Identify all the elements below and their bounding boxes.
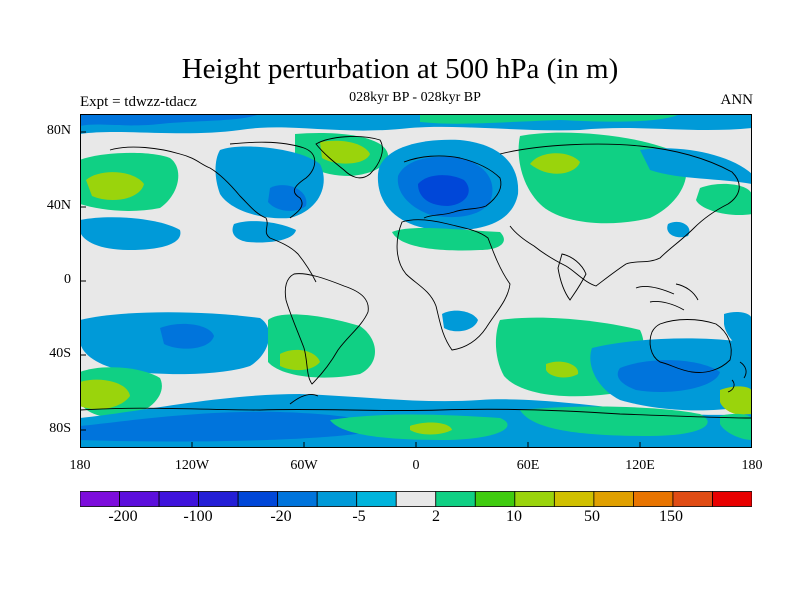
colorbar-swatch: [712, 491, 752, 507]
colorbar-swatch: [237, 491, 279, 507]
colorbar-swatch: [593, 491, 634, 507]
contour-field: [80, 114, 752, 448]
axis-ticks: [80, 131, 641, 448]
lon-label-60e: 60E: [516, 458, 540, 473]
lon-label-120e: 120E: [625, 458, 655, 473]
colorbar-swatch: [198, 491, 239, 507]
colorbar-swatch: [316, 491, 358, 507]
colorbar-swatch: [553, 491, 595, 507]
colorbar-swatch: [474, 491, 516, 507]
colorbar-swatch: [158, 491, 199, 507]
colorbar-label: -100: [183, 508, 213, 525]
lat-label-40n: 40N: [46, 198, 71, 213]
colorbar: [80, 491, 752, 507]
lon-label-0: 0: [412, 458, 420, 473]
lon-label-180-left: 180: [69, 458, 91, 473]
lat-label-0: 0: [64, 272, 71, 287]
colorbar-label: 2: [432, 508, 440, 525]
lat-label-80s: 80S: [49, 421, 71, 436]
colorbar-label: 10: [506, 508, 522, 525]
colorbar-label: 50: [584, 508, 600, 525]
colorbar-swatch: [277, 491, 318, 507]
season-label: ANN: [720, 92, 754, 108]
colorbar-swatch: [514, 491, 555, 507]
colorbar-swatch: [435, 491, 476, 507]
lat-label-80n: 80N: [46, 123, 71, 138]
colorbar-label: -200: [108, 508, 138, 525]
colorbar-swatch: [395, 491, 437, 507]
colorbar-swatch: [80, 491, 120, 507]
colorbar-swatch: [633, 491, 674, 507]
colorbar-swatch: [672, 491, 713, 507]
colorbar-swatch: [356, 491, 397, 507]
lon-label-120w: 120W: [174, 458, 210, 473]
colorbar-label: -20: [270, 508, 292, 525]
colorbar-swatch: [119, 491, 160, 507]
lon-label-60w: 60W: [290, 458, 318, 473]
map-plot: [80, 114, 752, 448]
colorbar-label: 150: [659, 508, 683, 525]
lon-label-180-right: 180: [741, 458, 763, 473]
coastlines: [80, 136, 752, 419]
plot-title: Height perturbation at 500 hPa (in m): [181, 53, 619, 85]
plot-subtitle: 028kyr BP - 028kyr BP: [349, 90, 481, 105]
lat-label-40s: 40S: [49, 346, 71, 361]
experiment-label: Expt = tdwzz-tdacz: [80, 94, 197, 110]
colorbar-label: -5: [352, 508, 366, 525]
